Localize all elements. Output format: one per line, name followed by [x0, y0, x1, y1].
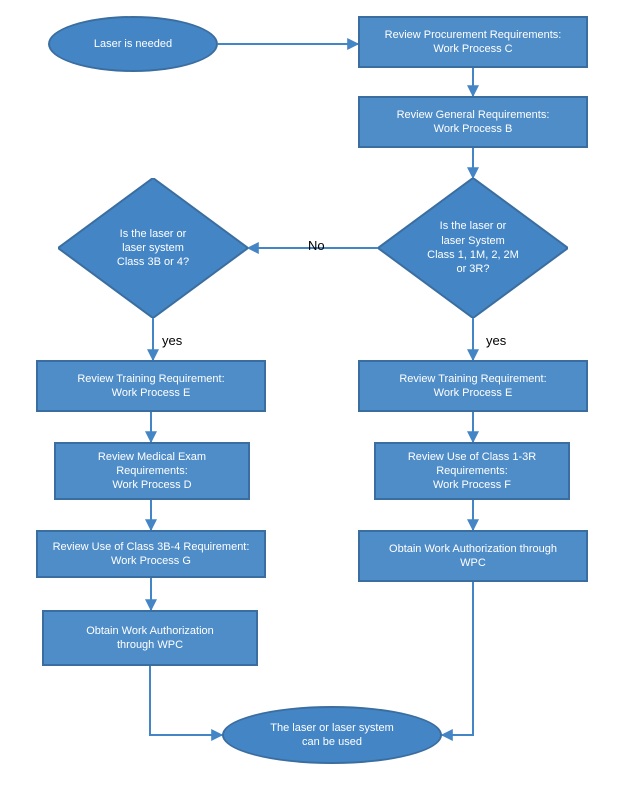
node-trainE_left: Review Training Requirement:Work Process… — [36, 360, 266, 412]
node-d_right-label: Is the laser orlaser SystemClass 1, 1M, … — [378, 178, 568, 318]
node-medD: Review Medical ExamRequirements:Work Pro… — [54, 442, 250, 500]
node-d_right: Is the laser orlaser SystemClass 1, 1M, … — [378, 178, 568, 318]
node-genB: Review General Requirements:Work Process… — [358, 96, 588, 148]
node-trainE_right: Review Training Requirement:Work Process… — [358, 360, 588, 412]
node-wpc_left: Obtain Work Authorizationthrough WPC — [42, 610, 258, 666]
edge-label-d_right-d_left: No — [308, 238, 325, 253]
node-d_left-label: Is the laser orlaser systemClass 3B or 4… — [58, 178, 248, 318]
edge-wpc_left-to-end — [150, 666, 222, 735]
node-useF: Review Use of Class 1-3RRequirements:Wor… — [374, 442, 570, 500]
edge-wpc_right-to-end — [442, 582, 473, 735]
edge-label-d_right-trainE_right: yes — [486, 333, 506, 348]
node-d_left: Is the laser orlaser systemClass 3B or 4… — [58, 178, 248, 318]
node-procC: Review Procurement Requirements:Work Pro… — [358, 16, 588, 68]
node-useG: Review Use of Class 3B-4 Requirement:Wor… — [36, 530, 266, 578]
node-end: The laser or laser systemcan be used — [222, 706, 442, 764]
edge-label-d_left-trainE_left: yes — [162, 333, 182, 348]
node-start: Laser is needed — [48, 16, 218, 72]
node-wpc_right: Obtain Work Authorization throughWPC — [358, 530, 588, 582]
